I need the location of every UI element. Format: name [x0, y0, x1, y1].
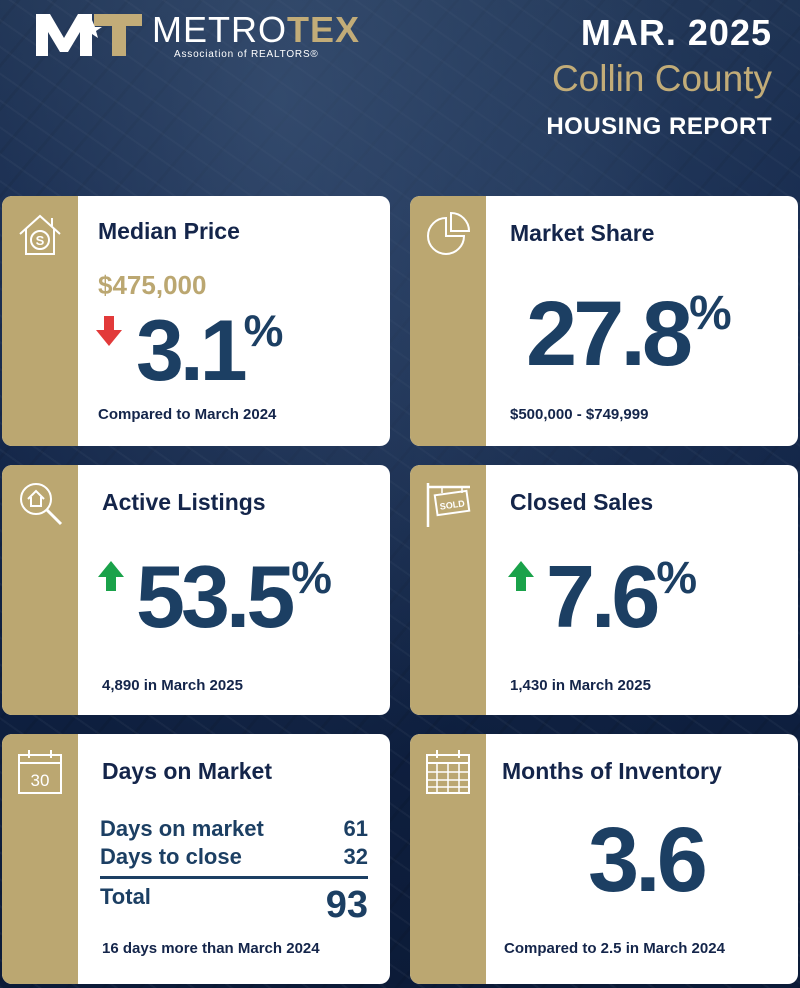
card-title: Months of Inventory [502, 758, 722, 784]
calendar-icon: 30 [18, 750, 62, 794]
metrotex-logo: METROTEX Association of REALTORS® [34, 8, 374, 60]
row-label: Days on market [100, 816, 264, 841]
card-note: 4,890 in March 2025 [102, 677, 243, 694]
house-dollar-icon: S [19, 214, 61, 255]
pie-chart-icon [427, 211, 471, 255]
card-title: Active Listings [102, 489, 266, 515]
card-title: Median Price [98, 218, 240, 244]
calendar-grid-icon [426, 750, 470, 794]
closed-sales-card: SOLD Closed Sales 7.6% 1,430 in March 20… [410, 465, 798, 715]
card-stripe [410, 196, 486, 446]
total-label: Total [100, 884, 151, 909]
report-title: HOUSING REPORT [546, 113, 772, 140]
card-note: 1,430 in March 2025 [510, 677, 651, 694]
card-title: Market Share [510, 220, 655, 246]
row-value: 61 [343, 816, 368, 841]
market-share-card: Market Share 27.8% $500,000 - $749,999 [410, 196, 798, 446]
up-arrow-icon [508, 561, 534, 591]
card-note: Compared to 2.5 in March 2024 [504, 940, 725, 957]
card-note: $500,000 - $749,999 [510, 406, 649, 423]
closed-sales-change: 7.6% [546, 547, 697, 646]
logo-mark-icon [36, 14, 142, 56]
card-stripe [2, 734, 78, 984]
median-price-value: $475,000 [98, 270, 207, 300]
card-note: Compared to March 2024 [98, 406, 277, 423]
svg-text:SOLD: SOLD [439, 498, 466, 511]
logo-subtitle: Association of REALTORS® [174, 49, 319, 60]
calendar-day-label: 30 [31, 771, 50, 790]
up-arrow-icon [98, 561, 124, 591]
market-share-value: 27.8% [526, 283, 732, 385]
card-note: 16 days more than March 2024 [102, 940, 320, 957]
median-price-change: 3.1% [136, 303, 283, 399]
card-title: Days on Market [102, 758, 273, 784]
total-value: 93 [325, 884, 368, 926]
median-price-card: S Median Price $475,000 3.1% Compared to… [2, 196, 390, 446]
sold-sign-icon: SOLD [426, 483, 471, 527]
card-title: Closed Sales [510, 489, 654, 515]
svg-text:S: S [36, 233, 45, 248]
logo-wordmark: METROTEX [152, 9, 361, 50]
active-listings-change: 53.5% [136, 547, 332, 646]
card-stripe [410, 465, 486, 715]
months-inventory-value: 3.6 [588, 809, 708, 911]
active-listings-card: Active Listings 53.5% 4,890 in March 202… [2, 465, 390, 715]
card-stripe [2, 196, 78, 446]
report-date: MAR. 2025 [580, 12, 772, 53]
county-name: Collin County [551, 58, 772, 99]
days-on-market-card: 30 Days on Market Days on market 61 Days… [2, 734, 390, 984]
row-value: 32 [343, 844, 368, 869]
down-arrow-icon [96, 316, 122, 346]
total-divider [100, 876, 368, 879]
months-inventory-card: Months of Inventory 3.6 Compared to 2.5 … [410, 734, 798, 984]
house-search-icon [20, 483, 63, 526]
row-label: Days to close [100, 844, 242, 869]
